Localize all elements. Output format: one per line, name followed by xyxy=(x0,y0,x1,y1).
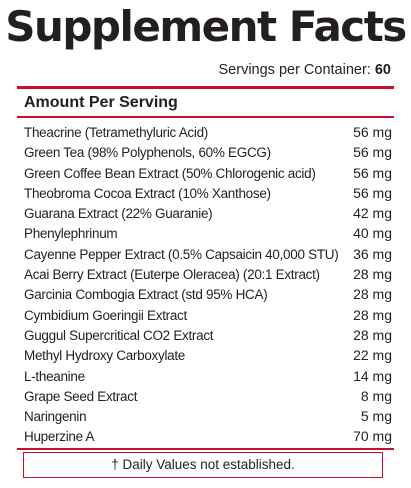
ingredient-row: Phenylephrinum 40 mg xyxy=(24,223,392,243)
ingredient-row: Grape Seed Extract 8 mg xyxy=(24,386,392,406)
ingredient-name: Green Tea (98% Polyphenols, 60% EGCG) xyxy=(24,145,271,161)
ingredient-row: L-theanine 14 mg xyxy=(24,366,392,386)
ingredient-list: Theacrine (Tetramethyluric Acid) 56 mg G… xyxy=(24,122,392,447)
ingredient-amount: 56 mg xyxy=(353,184,392,201)
page-title: Supplement Facts xyxy=(5,2,407,51)
ingredient-row: Naringenin 5 mg xyxy=(24,406,392,426)
servings-value: 60 xyxy=(374,62,391,78)
ingredient-name: Methyl Hydroxy Carboxylate xyxy=(24,348,186,364)
ingredient-amount: 28 mg xyxy=(353,286,392,303)
ingredient-amount: 14 mg xyxy=(353,367,392,384)
ingredient-row: Cayenne Pepper Extract (0.5% Capsaicin 4… xyxy=(24,244,392,264)
servings-per-container: Servings per Container: 60 xyxy=(219,60,392,80)
ingredient-row: Green Tea (98% Polyphenols, 60% EGCG) 56… xyxy=(24,142,392,162)
ingredient-amount: 56 mg xyxy=(353,164,392,181)
ingredient-row: Guarana Extract (22% Guaranie) 42 mg xyxy=(24,203,392,223)
ingredient-row: Garcinia Combogia Extract (std 95% HCA) … xyxy=(24,284,392,304)
ingredient-name: Acai Berry Extract (Euterpe Oleracea) (2… xyxy=(24,267,320,283)
amount-per-serving-header: Amount Per Serving xyxy=(24,94,178,111)
ingredient-amount: 56 mg xyxy=(353,124,392,140)
ingredient-amount: 28 mg xyxy=(353,306,392,323)
ingredient-name: Guarana Extract (22% Guaranie) xyxy=(24,206,213,222)
ingredient-name: Theacrine (Tetramethyluric Acid) xyxy=(24,125,208,140)
ingredient-amount: 40 mg xyxy=(353,225,392,242)
ingredient-row: Theacrine (Tetramethyluric Acid) 56 mg xyxy=(24,122,392,142)
ingredient-row: Huperzine A 70 mg xyxy=(24,426,392,446)
ingredient-amount: 42 mg xyxy=(353,205,392,222)
ingredient-amount: 28 mg xyxy=(353,326,392,343)
header-divider xyxy=(17,116,394,118)
ingredient-amount: 8 mg xyxy=(360,387,392,404)
ingredient-name: Cayenne Pepper Extract (0.5% Capsaicin 4… xyxy=(24,246,339,262)
ingredient-amount: 36 mg xyxy=(353,245,392,262)
ingredient-row: Cymbidium Goeringii Extract 28 mg xyxy=(24,305,392,325)
ingredient-name: Garcinia Combogia Extract (std 95% HCA) xyxy=(24,287,268,303)
ingredient-name: Huperzine A xyxy=(24,429,95,445)
ingredient-row: Guggul Supercritical CO2 Extract 28 mg xyxy=(24,325,392,345)
servings-label: Servings per Container: xyxy=(218,62,371,78)
ingredient-name: Guggul Supercritical CO2 Extract xyxy=(24,327,214,343)
ingredient-amount: 22 mg xyxy=(353,347,392,364)
ingredient-name: Naringenin xyxy=(24,409,87,425)
ingredient-amount: 5 mg xyxy=(360,408,392,425)
bottom-divider xyxy=(17,448,394,450)
ingredient-name: Grape Seed Extract xyxy=(24,388,138,404)
ingredient-amount: 56 mg xyxy=(353,144,392,161)
ingredient-name: L-theanine xyxy=(24,368,85,384)
daily-values-footnote: † Daily Values not established. xyxy=(23,452,383,478)
ingredient-name: Theobroma Cocoa Extract (10% Xanthose) xyxy=(24,185,271,201)
ingredient-row: Methyl Hydroxy Carboxylate 22 mg xyxy=(24,345,392,365)
top-divider xyxy=(17,86,394,89)
ingredient-row: Green Coffee Bean Extract (50% Chlorogen… xyxy=(24,163,392,183)
ingredient-name: Green Coffee Bean Extract (50% Chlorogen… xyxy=(24,165,316,181)
ingredient-row: Theobroma Cocoa Extract (10% Xanthose) 5… xyxy=(24,183,392,203)
ingredient-name: Cymbidium Goeringii Extract xyxy=(24,307,187,323)
ingredient-amount: 28 mg xyxy=(353,266,392,283)
ingredient-row: Acai Berry Extract (Euterpe Oleracea) (2… xyxy=(24,264,392,284)
ingredient-amount: 70 mg xyxy=(353,428,392,445)
ingredient-name: Phenylephrinum xyxy=(24,226,118,242)
